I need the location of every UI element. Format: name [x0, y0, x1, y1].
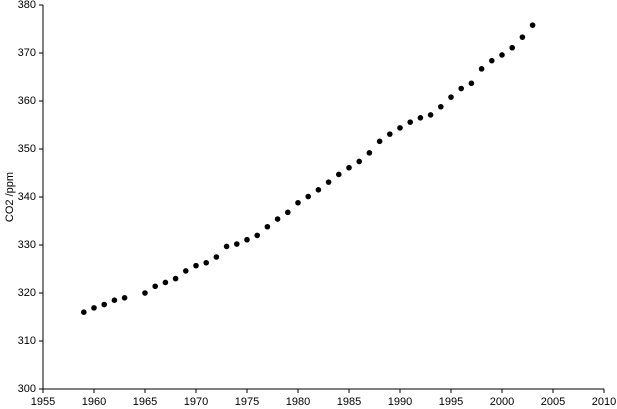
- point: [325, 179, 332, 185]
- point: [448, 94, 454, 100]
- x-tick-label: 1985: [337, 396, 361, 408]
- point: [346, 164, 352, 171]
- point: [193, 262, 199, 269]
- point: [111, 297, 118, 304]
- point: [305, 193, 312, 200]
- point: [121, 295, 128, 301]
- point: [427, 112, 434, 118]
- x-tick-label: 1955: [31, 396, 55, 408]
- x-tick-label: 1990: [388, 396, 412, 408]
- y-tick-label: 310: [18, 335, 36, 347]
- point: [162, 279, 169, 286]
- y-tick-label: 370: [18, 47, 36, 59]
- point: [91, 305, 97, 311]
- point: [101, 301, 107, 308]
- x-tick-label: 1980: [286, 396, 310, 408]
- point: [172, 275, 179, 282]
- point: [509, 44, 515, 51]
- point: [295, 199, 301, 206]
- point: [407, 119, 414, 125]
- point: [529, 22, 536, 28]
- point: [264, 223, 271, 230]
- point: [142, 290, 148, 296]
- y-tick-label: 330: [18, 239, 36, 251]
- point: [223, 243, 230, 250]
- x-tick-label: 2010: [592, 396, 616, 408]
- point: [336, 171, 342, 178]
- y-tick-label: 340: [18, 191, 36, 203]
- point: [458, 85, 465, 92]
- point: [244, 236, 250, 243]
- x-tick-label: 2005: [541, 396, 565, 408]
- x-tick-label: 1965: [133, 396, 157, 408]
- point: [234, 241, 240, 247]
- y-tick-label: 300: [18, 383, 36, 395]
- point: [203, 259, 209, 266]
- point: [417, 115, 424, 121]
- point: [468, 80, 475, 87]
- point: [285, 209, 291, 216]
- x-tick-label: 1995: [439, 396, 463, 408]
- point: [387, 131, 393, 137]
- point: [152, 283, 158, 290]
- point: [183, 268, 189, 274]
- point: [81, 309, 87, 316]
- point: [366, 150, 373, 156]
- point: [376, 138, 383, 145]
- point: [274, 216, 281, 222]
- x-tick-label: 1975: [235, 396, 259, 408]
- point: [499, 52, 505, 58]
- x-tick-label: 1960: [82, 396, 106, 408]
- y-tick-label: 320: [18, 287, 36, 299]
- point: [356, 158, 363, 165]
- point: [397, 125, 403, 131]
- point: [478, 66, 485, 72]
- y-axis-label: CO2 /ppm: [4, 172, 16, 222]
- point: [489, 57, 495, 64]
- x-tick-label: 2000: [490, 396, 514, 408]
- x-tick-label: 1970: [184, 396, 208, 408]
- point: [438, 103, 444, 110]
- point: [213, 254, 220, 260]
- y-tick-label: 350: [18, 143, 36, 155]
- y-tick-label: 380: [18, 0, 36, 11]
- y-tick-label: 360: [18, 95, 36, 107]
- point: [254, 232, 260, 239]
- point: [315, 187, 322, 193]
- point: [519, 34, 526, 40]
